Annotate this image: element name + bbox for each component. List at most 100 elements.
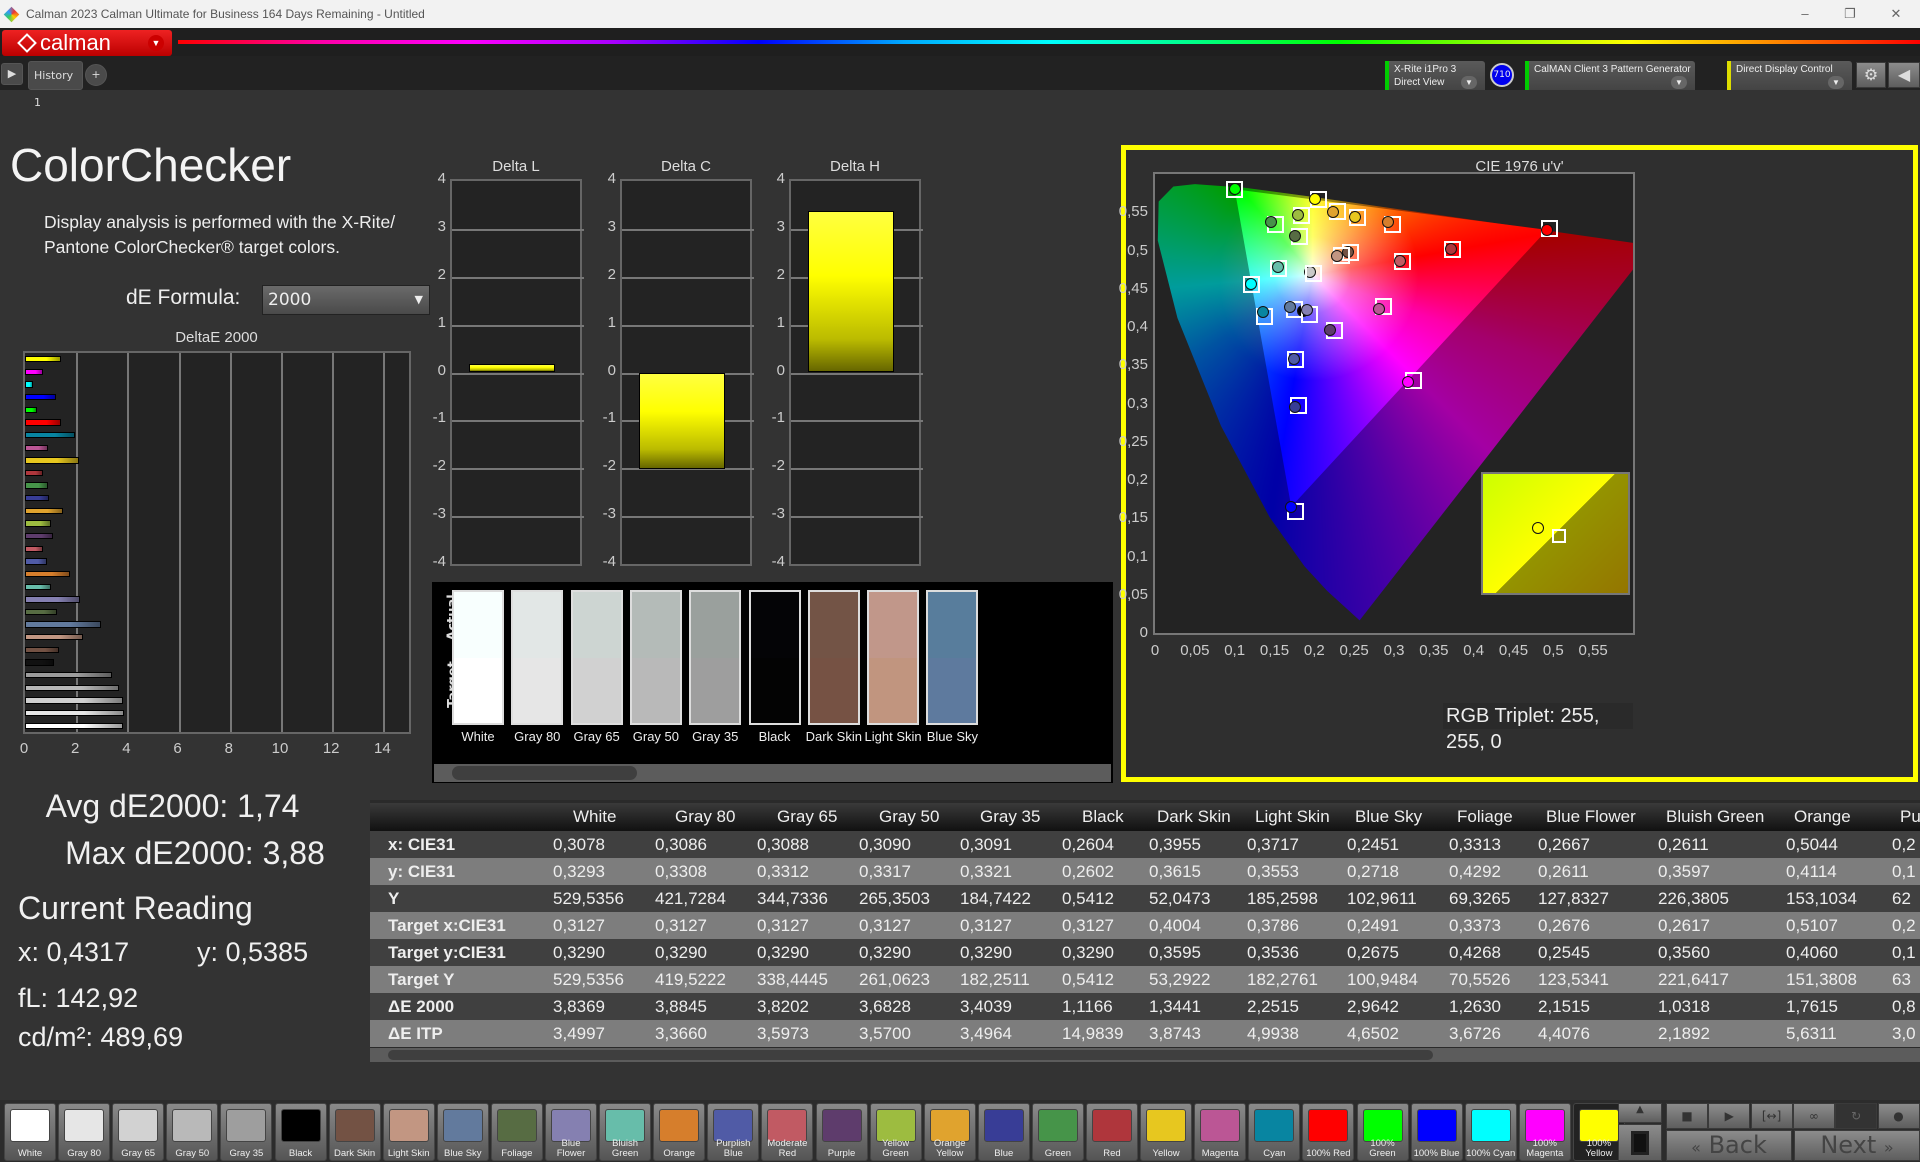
swatch-cyan[interactable]: Cyan	[1248, 1103, 1301, 1161]
swatch-red[interactable]: Red	[1086, 1103, 1138, 1161]
swatch-yellow-green[interactable]: Yellow Green	[869, 1103, 922, 1161]
calman-logo-text: calman	[40, 30, 111, 55]
actual-color	[691, 592, 740, 658]
measured-100-cyan	[1245, 278, 1258, 291]
y-tick-label: 0	[1139, 624, 1148, 641]
table-scrollbar[interactable]	[370, 1048, 1920, 1062]
table-cell: 0,3321	[960, 862, 1012, 881]
swatch-bluish-green[interactable]: Bluish Green	[599, 1103, 652, 1161]
swatch-color	[226, 1109, 267, 1142]
swatch-100-red[interactable]: 100% Red	[1302, 1103, 1355, 1161]
chart-title: Delta H	[829, 158, 881, 175]
scrollbar-thumb[interactable]	[452, 766, 637, 780]
swatch-100-green[interactable]: 100% Green	[1356, 1103, 1409, 1161]
meter-selector[interactable]: X-Rite i1Pro 3 Direct View ▼	[1385, 61, 1485, 90]
swatch-light-skin[interactable]: Light Skin	[382, 1103, 435, 1161]
y-tick-label: -3	[432, 505, 446, 523]
add-tab-button[interactable]: +	[85, 64, 107, 86]
scrollbar-thumb[interactable]	[388, 1050, 1433, 1060]
measured-blue-flower	[1301, 304, 1314, 317]
back-button[interactable]: « Back	[1666, 1130, 1792, 1161]
actual-color	[631, 592, 680, 658]
swatch-label: Black	[288, 1148, 313, 1159]
device-name: X-Rite i1Pro 3	[1394, 64, 1457, 75]
measured-red	[1444, 242, 1457, 255]
fit-icon[interactable]: [↔]	[1750, 1103, 1793, 1129]
table-cell: 0,3290	[655, 943, 707, 962]
display-control-selector[interactable]: Direct Display Control ▼	[1727, 61, 1852, 90]
swatch-orange-yellow[interactable]: Orange Yellow	[923, 1103, 976, 1161]
refresh-icon[interactable]: ↻	[1835, 1103, 1878, 1129]
deltae-bar-blue-sky	[25, 621, 101, 628]
table-cell: 100,9484	[1347, 970, 1418, 989]
swatch-yellow[interactable]: Yellow	[1140, 1103, 1193, 1161]
minimize-button[interactable]: –	[1801, 6, 1809, 21]
swatch-label: 100% Blue	[1413, 1148, 1460, 1159]
swatch-purplish-blue[interactable]: Purplish Blue	[707, 1103, 760, 1161]
stop-icon[interactable]: ■	[1666, 1103, 1708, 1129]
row-label: x: CIE31	[388, 835, 456, 854]
swatch-moderate-red[interactable]: Moderate Red	[761, 1103, 814, 1161]
table-cell: 3,3660	[655, 1024, 707, 1043]
swatch-color	[1092, 1109, 1132, 1142]
swatch-blue[interactable]: Blue	[977, 1103, 1030, 1161]
gridline	[332, 353, 335, 732]
close-button[interactable]: ✕	[1890, 6, 1902, 21]
gear-icon[interactable]: ⚙	[1856, 62, 1886, 88]
de-formula-select[interactable]: 2000 ▼	[262, 285, 430, 315]
back-icon: «	[1691, 1138, 1701, 1157]
table-cell: 153,1034	[1786, 889, 1857, 908]
play-icon[interactable]: ▶	[1, 63, 23, 85]
actual-color	[513, 592, 562, 658]
patch-strip-scrollbar[interactable]	[434, 764, 1111, 782]
swatch-color	[551, 1109, 591, 1142]
tab-history-1[interactable]: History 1	[28, 61, 83, 109]
swatch-gray-50[interactable]: Gray 50	[166, 1103, 219, 1161]
pattern-generator-selector[interactable]: CalMAN Client 3 Pattern Generator ▼	[1525, 61, 1695, 90]
swatch-magenta[interactable]: Magenta	[1194, 1103, 1247, 1161]
table-cell: 0,3078	[553, 835, 605, 854]
swatch-blue-flower[interactable]: Blue Flower	[545, 1103, 597, 1161]
swatch-dark-skin[interactable]: Dark Skin	[328, 1103, 381, 1161]
swatch-color	[929, 1109, 970, 1142]
loop-icon[interactable]: ∞	[1792, 1103, 1835, 1129]
play-icon[interactable]: ▶	[1708, 1103, 1751, 1129]
measured-purple	[1324, 324, 1337, 337]
swatch-100-blue[interactable]: 100% Blue	[1410, 1103, 1463, 1161]
swatch-gray-65[interactable]: Gray 65	[112, 1103, 165, 1161]
swatch-purple[interactable]: Purple	[815, 1103, 868, 1161]
table-cell: 0,3127	[553, 916, 605, 935]
y-tick-label: 0,55	[1118, 203, 1148, 221]
swatch-100-magenta[interactable]: 100% Magenta	[1518, 1103, 1571, 1161]
column-header: Foliage	[1457, 807, 1513, 826]
swatch-blue-sky[interactable]: Blue Sky	[436, 1103, 489, 1161]
gridline	[452, 420, 584, 423]
swatch-gray-35[interactable]: Gray 35	[220, 1103, 273, 1161]
y-tick-label: 0,2	[1127, 471, 1148, 488]
swatch-black[interactable]: Black	[274, 1103, 327, 1161]
patch-label: Gray 35	[692, 729, 739, 744]
collapse-arrow-icon[interactable]: ◀	[1888, 62, 1920, 88]
next-button[interactable]: Next »	[1794, 1130, 1920, 1161]
swatch-green[interactable]: Green	[1031, 1103, 1084, 1161]
swatch-gray-80[interactable]: Gray 80	[58, 1103, 111, 1161]
swatch-orange[interactable]: Orange	[653, 1103, 706, 1161]
swatch-100-cyan[interactable]: 100% Cyan	[1464, 1103, 1517, 1161]
x-tick-label: 2	[71, 740, 80, 757]
swatch-foliage[interactable]: Foliage	[490, 1103, 543, 1161]
scroll-up-icon[interactable]: ▲	[1618, 1103, 1662, 1123]
chevron-down-icon: ▼	[414, 293, 423, 306]
calman-menu-button[interactable]: calman ▼	[2, 30, 172, 56]
table-cell: 0,2617	[1658, 916, 1710, 935]
swatch-color	[983, 1109, 1024, 1142]
stop-square-button[interactable]	[1618, 1124, 1662, 1161]
swatch-white[interactable]: White	[4, 1103, 56, 1161]
record-icon[interactable]: ●	[1877, 1103, 1920, 1129]
meter-badge[interactable]: 710	[1490, 63, 1514, 87]
deltae-bar-100-yellow	[25, 356, 61, 363]
row-label: Target y:CIE31	[388, 943, 506, 962]
deltae-bar-gray-50	[25, 684, 120, 691]
restore-button[interactable]: ❐	[1844, 6, 1856, 21]
back-label: Back	[1708, 1131, 1767, 1159]
gridline	[452, 324, 584, 327]
